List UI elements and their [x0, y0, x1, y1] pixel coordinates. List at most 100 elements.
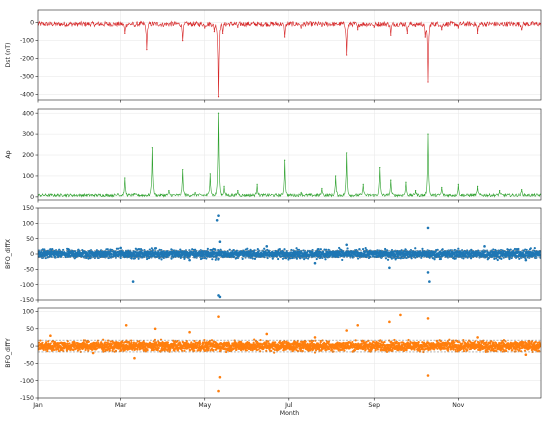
scatter-point — [68, 342, 71, 345]
scatter-point — [303, 345, 306, 348]
data-point — [63, 194, 65, 196]
y-axis-label: BFO_diffX — [5, 238, 12, 269]
scatter-point — [336, 255, 340, 259]
scatter-point — [180, 349, 184, 352]
y-tick-label: 200 — [22, 152, 34, 159]
scatter-point — [144, 350, 147, 353]
data-point — [357, 29, 359, 31]
scatter-point — [183, 257, 186, 260]
scatter-outlier — [119, 246, 122, 250]
data-point — [222, 32, 224, 35]
scatter-point — [185, 340, 188, 343]
scatter-point — [361, 247, 365, 251]
data-point — [194, 192, 196, 194]
scatter-point — [321, 250, 325, 253]
scatter-point — [341, 258, 344, 262]
data-point — [182, 169, 184, 171]
scatter-point — [157, 346, 160, 350]
data-point — [213, 31, 215, 33]
data-point — [95, 23, 97, 25]
scatter-point — [299, 348, 302, 351]
data-point — [75, 22, 78, 24]
scatter-point — [87, 349, 90, 352]
scatter-point — [241, 257, 244, 260]
scatter-point — [390, 257, 393, 260]
scatter-point — [278, 248, 281, 251]
y-tick-label: 50 — [26, 236, 34, 243]
data-point — [373, 26, 375, 28]
scatter-point — [52, 348, 56, 352]
scatter-point — [469, 257, 473, 260]
scatter-point — [376, 249, 379, 252]
scatter-point — [87, 347, 90, 350]
scatter-point — [49, 342, 52, 345]
scatter-point — [274, 341, 277, 344]
scatter-point — [525, 248, 528, 252]
data-point — [477, 32, 479, 35]
data-point — [457, 27, 459, 29]
scatter-outlier — [217, 214, 220, 217]
scatter-point — [496, 258, 499, 262]
plot-area — [38, 214, 541, 299]
scatter-point — [233, 255, 236, 258]
scatter-point — [44, 256, 47, 260]
scatter-point — [477, 249, 480, 252]
scatter-outlier — [188, 258, 191, 262]
scatter-point — [410, 257, 413, 260]
series-line — [38, 20, 541, 97]
data-point — [204, 27, 206, 29]
scatter-point — [108, 255, 111, 258]
scatter-point — [130, 257, 133, 260]
scatter-point — [117, 247, 120, 250]
scatter-point — [263, 247, 266, 250]
scatter-point — [253, 257, 257, 260]
scatter-point — [330, 348, 334, 351]
scatter-point — [351, 340, 354, 344]
scatter-point — [78, 348, 81, 351]
scatter-point — [304, 340, 307, 343]
scatter-point — [41, 341, 44, 344]
scatter-point — [304, 256, 308, 259]
scatter-point — [188, 349, 192, 352]
y-tick-label: -400 — [20, 92, 34, 99]
data-point — [390, 179, 392, 181]
data-point — [457, 183, 459, 185]
y-tick-label: 0 — [30, 20, 34, 27]
scatter-point — [137, 257, 140, 260]
data-point — [441, 29, 443, 31]
scatter-point — [110, 252, 113, 256]
scatter-outlier — [313, 261, 317, 265]
data-point — [335, 175, 337, 177]
plot-area — [38, 112, 541, 198]
scatter-point — [433, 258, 436, 261]
scatter-point — [219, 349, 222, 352]
scatter-point — [124, 341, 127, 344]
scatter-point — [43, 346, 47, 349]
scatter-point — [169, 347, 172, 350]
scatter-point — [513, 247, 517, 251]
scatter-point — [386, 258, 390, 261]
scatter-point — [336, 341, 339, 344]
scatter-point — [265, 349, 268, 352]
scatter-point — [281, 340, 284, 344]
y-tick-label: -100 — [20, 38, 34, 45]
scatter-point — [152, 340, 155, 343]
scatter-point — [157, 251, 160, 255]
scatter-point — [228, 248, 231, 251]
scatter-point — [240, 340, 243, 344]
scatter-point — [258, 249, 261, 252]
scatter-point — [210, 339, 214, 342]
data-point — [346, 54, 348, 56]
y-tick-label: -100 — [20, 282, 34, 289]
y-tick-label: -150 — [20, 297, 34, 304]
scatter-point — [457, 247, 460, 250]
data-point — [237, 26, 239, 28]
scatter-point — [57, 348, 60, 351]
scatter-point — [198, 341, 202, 344]
scatter-point — [139, 254, 142, 257]
scatter-point — [173, 349, 176, 352]
scatter-outlier — [483, 245, 486, 248]
data-point — [390, 34, 392, 36]
scatter-point — [183, 349, 186, 352]
